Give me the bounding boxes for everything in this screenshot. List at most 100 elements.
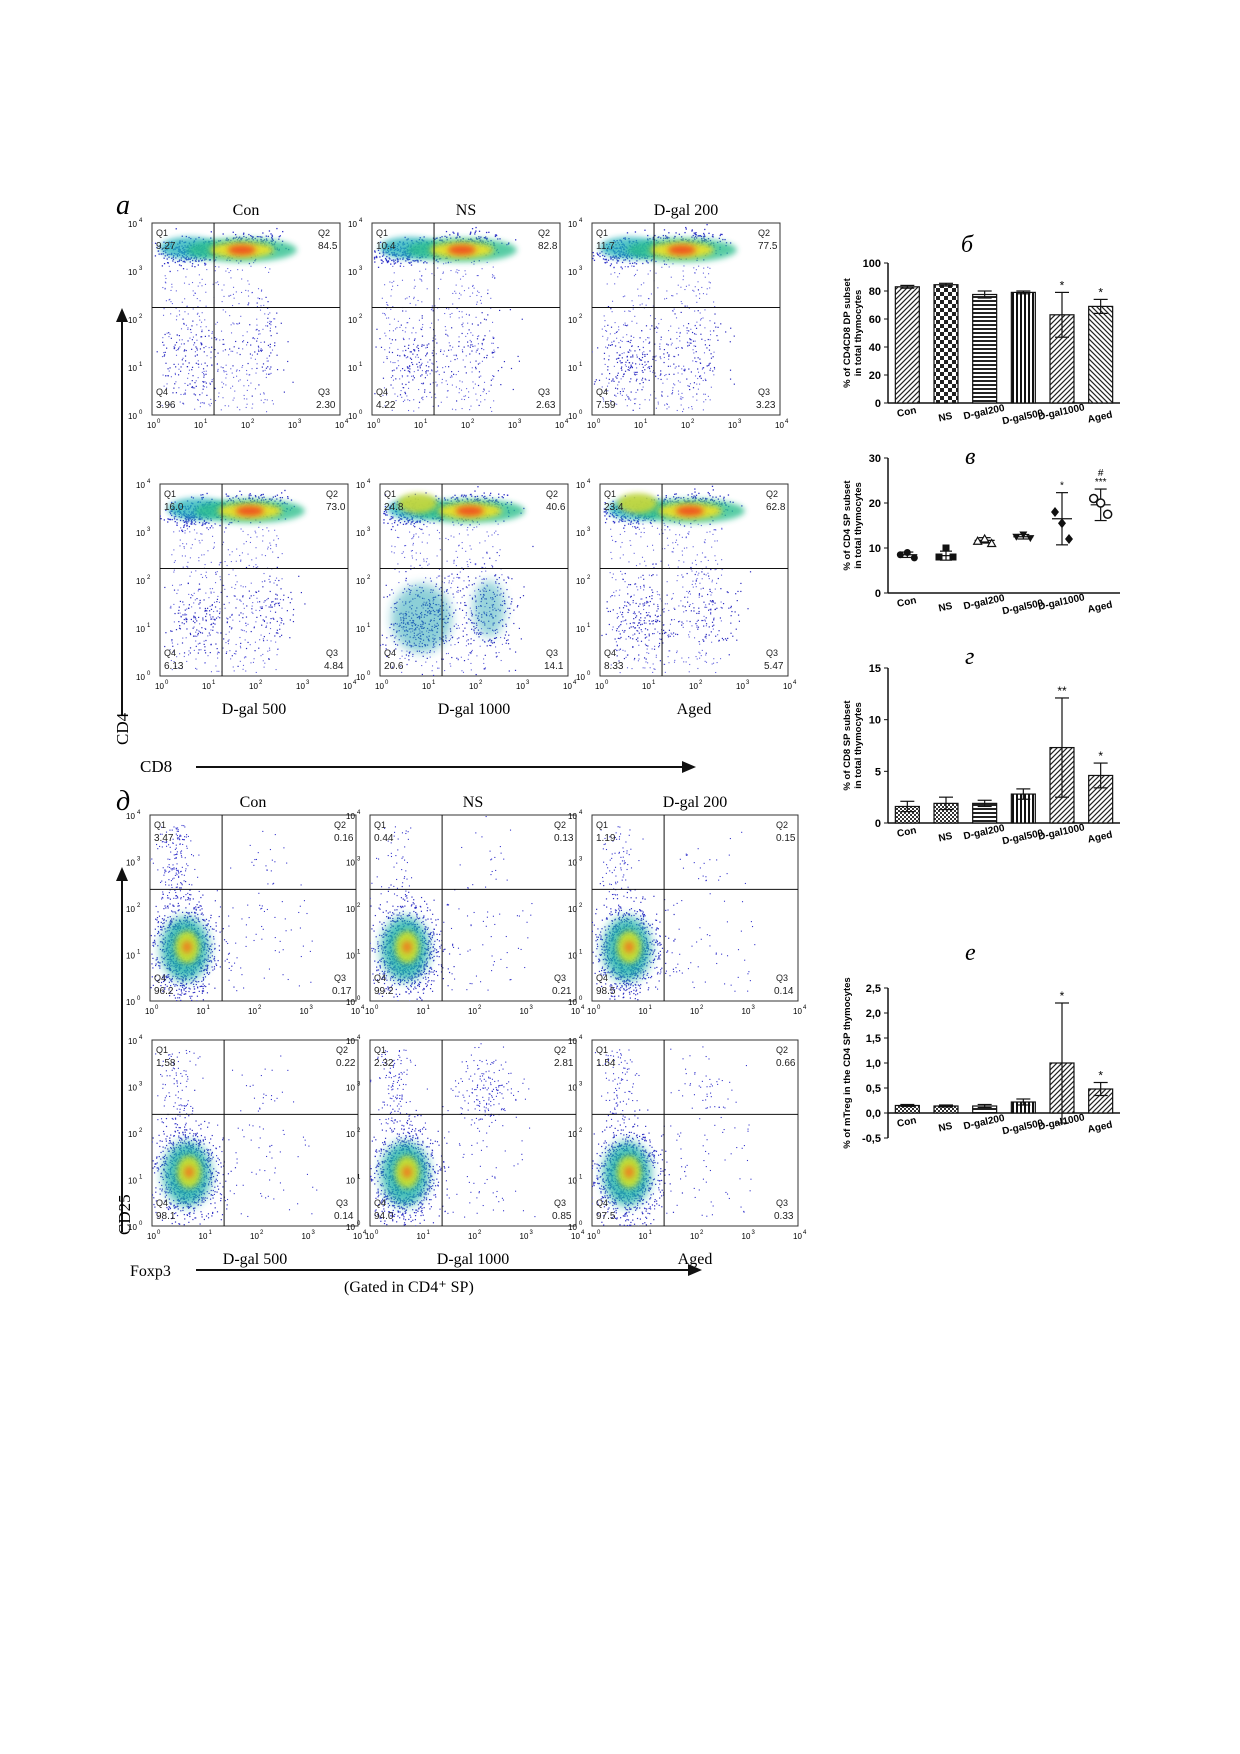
svg-text:10: 10	[634, 421, 643, 430]
event-dots	[150, 824, 313, 1001]
y-tick-label: 10 2	[346, 1128, 361, 1139]
flow-plot-4: Q1 1.58 Q2 0.22 Q3 0.14 Q4 98.1 10 0 10 0 10 1 10 1 10 2 1…	[128, 1035, 367, 1268]
svg-text:4: 4	[579, 218, 583, 224]
y-axis-label: in total thymocytes	[853, 702, 864, 789]
y-tick-label: 0,0	[866, 1108, 881, 1120]
y-tick-label: 0	[875, 588, 881, 600]
bar	[894, 286, 920, 404]
flow-bottom-axes: CD25 Foxp3 (Gated in CD4⁺ SP)	[115, 867, 702, 1296]
quadrant-percent: 0.44	[374, 833, 394, 844]
y-tick-label: 10 3	[568, 857, 583, 868]
y-tick-label: 10 4	[348, 218, 363, 229]
svg-text:2: 2	[471, 419, 475, 425]
y-tick-label: 10 3	[136, 527, 151, 538]
x-tick-label: 10 1	[634, 419, 648, 430]
error-bar	[1016, 1098, 1031, 1106]
svg-text:10: 10	[348, 268, 357, 277]
x-tick-label: 10 2	[689, 680, 703, 691]
x-tick-label: 10 1	[414, 419, 428, 430]
x-tick-label: 10 4	[563, 680, 577, 691]
x-tick-label: Con	[896, 405, 917, 420]
quadrant-percent: 98.1	[156, 1211, 176, 1222]
x-tick-label: D-gal1000	[1037, 592, 1086, 613]
svg-text:2: 2	[359, 314, 363, 320]
svg-text:10: 10	[128, 316, 137, 325]
x-tick-label: 10 4	[783, 680, 797, 691]
quadrant-label: Q1	[596, 820, 608, 830]
quadrant-label: Q4	[376, 387, 388, 397]
quadrant-label: Q3	[758, 387, 770, 397]
quadrant-percent: 96.2	[154, 986, 174, 997]
quadrant-label: Q1	[164, 489, 176, 499]
x-tick-label: 10 4	[793, 1005, 807, 1016]
quadrant-percent: 3.47	[154, 833, 174, 844]
event-dots	[370, 815, 533, 1001]
quadrant-label: Q1	[596, 1045, 608, 1055]
quadrant-label: Q3	[776, 1198, 788, 1208]
quadrant-percent: 73.0	[326, 502, 346, 513]
quadrant-percent: 2.63	[536, 400, 556, 411]
flow-plot-4: Q1 16.0 Q2 73.0 Q3 4.84 Q4 6.13 10 0 10 0 10 1 10 1 10 2 1…	[136, 479, 357, 718]
y-tick-label: 0,5	[866, 1083, 881, 1095]
error-bar	[977, 1103, 992, 1109]
y-tick-label: 0	[875, 398, 881, 410]
svg-text:10: 10	[348, 412, 357, 421]
svg-text:4: 4	[785, 419, 789, 425]
svg-text:10: 10	[587, 421, 596, 430]
significance-mark: *	[1060, 278, 1065, 292]
data-point	[896, 551, 904, 559]
quadrant-label: Q4	[596, 1198, 608, 1208]
quadrant-label: Q3	[318, 387, 330, 397]
svg-text:0: 0	[579, 410, 583, 416]
quadrant-label: Q3	[766, 648, 778, 658]
x-tick-label: 10 3	[302, 1230, 316, 1241]
bar	[1010, 291, 1036, 404]
x-tick-label: Aged	[1087, 1120, 1114, 1136]
quadrant-label: Q2	[554, 820, 566, 830]
flow-plot-3: Q1 1.19 Q2 0.15 Q3 0.14 Q4 98.5 10 0 10 0 10 1 10 1 10 2 1…	[568, 794, 807, 1016]
significance-mark: **	[1057, 684, 1067, 698]
data-point	[1012, 533, 1021, 541]
quadrant-label: Q4	[604, 648, 616, 658]
svg-text:10: 10	[128, 412, 137, 421]
quadrant-label: Q1	[154, 820, 166, 830]
svg-text:10: 10	[367, 421, 376, 430]
y-tick-label: 10 4	[128, 218, 143, 229]
data-point	[903, 549, 911, 556]
y-tick-label: 15	[869, 663, 881, 675]
quadrant-label: Q2	[538, 228, 550, 238]
y-tick-label: 40	[869, 342, 881, 354]
quadrant-percent: 97.5	[596, 1211, 616, 1222]
svg-text:10: 10	[348, 220, 357, 229]
flow-plot-title: NS	[456, 202, 476, 219]
y-tick-label: 10 3	[568, 266, 583, 277]
quadrant-percent: 0.85	[552, 1211, 572, 1222]
y-tick-label: 10 2	[126, 903, 141, 914]
x-tick-label: D-gal1000	[1037, 822, 1086, 843]
cd25-foxp3-flow-plots: Q1 3.47 Q2 0.16 Q3 0.17 Q4 96.2 10 0 10 0 10 1 10 1 10 2 1…	[126, 794, 807, 1268]
y-tick-label: 10 4	[568, 810, 583, 821]
quadrant-label: Q4	[156, 387, 168, 397]
x-tick-label: 10 0	[587, 1005, 601, 1016]
svg-text:10: 10	[568, 364, 577, 373]
quadrant-label: Q4	[374, 973, 386, 983]
error-bar	[1093, 1081, 1108, 1097]
significance-mark: *	[1098, 1069, 1103, 1083]
quadrant-percent: 2.32	[374, 1058, 394, 1069]
quadrant-label: Q1	[374, 820, 386, 830]
data-point	[1095, 498, 1106, 508]
x-tick-label: 10 0	[147, 1230, 161, 1241]
quadrant-percent: 4.22	[376, 400, 396, 411]
quadrant-percent: 3.23	[756, 400, 776, 411]
svg-text:3: 3	[579, 266, 583, 272]
quadrant-percent: 7.59	[596, 400, 616, 411]
svg-text:0: 0	[139, 410, 143, 416]
y-tick-label: 0	[875, 818, 881, 830]
y-tick-label: 10 3	[576, 527, 591, 538]
quadrant-label: Q2	[326, 489, 338, 499]
